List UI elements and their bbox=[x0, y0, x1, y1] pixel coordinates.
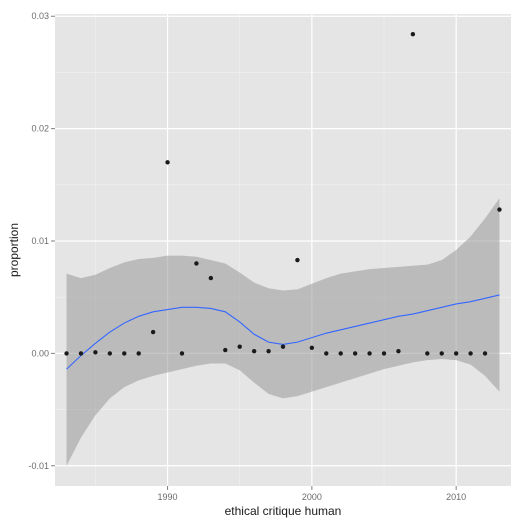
smooth-line-layer bbox=[66, 294, 500, 370]
data-point bbox=[453, 351, 459, 356]
y-tick-label: 0.01 bbox=[31, 236, 49, 246]
data-point bbox=[208, 275, 214, 281]
data-point bbox=[439, 351, 444, 356]
data-point bbox=[107, 351, 113, 356]
x-tick-label: 2010 bbox=[446, 492, 466, 502]
data-point bbox=[497, 207, 502, 212]
data-point bbox=[237, 344, 242, 349]
x-axis-title: ethical critique human bbox=[225, 504, 342, 518]
plot-panel bbox=[55, 14, 511, 486]
data-point bbox=[324, 351, 329, 356]
data-point bbox=[410, 32, 416, 37]
data-point bbox=[251, 348, 257, 354]
data-point bbox=[425, 351, 430, 356]
y-tick-label: 0.03 bbox=[31, 11, 49, 21]
x-tick-label: 2000 bbox=[302, 492, 322, 502]
y-tick-label: 0.02 bbox=[31, 124, 49, 134]
y-axis-title: proportion bbox=[7, 223, 21, 277]
data-points bbox=[64, 32, 502, 356]
y-axis-ticks: -0.01 0.00 0.01 0.02 0.03 bbox=[28, 11, 55, 471]
data-point bbox=[194, 261, 199, 266]
data-point bbox=[295, 257, 300, 263]
confidence-band bbox=[66, 198, 500, 466]
data-point bbox=[367, 351, 372, 356]
data-point bbox=[381, 351, 387, 356]
data-point bbox=[266, 348, 271, 354]
data-point bbox=[309, 345, 315, 350]
data-point bbox=[223, 347, 228, 353]
smooth-trend-line bbox=[66, 294, 500, 370]
data-point bbox=[338, 351, 343, 356]
data-point bbox=[165, 160, 170, 165]
y-tick-label: 0.00 bbox=[31, 348, 49, 358]
x-axis-ticks: 1990 2000 2010 bbox=[158, 486, 466, 502]
data-point bbox=[93, 350, 98, 355]
x-tick-label: 1990 bbox=[158, 492, 178, 502]
data-point bbox=[482, 351, 488, 356]
data-point bbox=[396, 348, 401, 354]
data-point bbox=[136, 351, 141, 356]
data-point bbox=[64, 351, 69, 356]
data-point bbox=[468, 351, 473, 356]
data-point bbox=[352, 351, 358, 356]
data-point bbox=[78, 351, 84, 356]
y-tick-label: -0.01 bbox=[28, 461, 49, 471]
data-point bbox=[280, 344, 286, 349]
data-point bbox=[179, 351, 185, 356]
data-point bbox=[122, 351, 127, 356]
data-point bbox=[150, 329, 156, 335]
confidence-band-layer bbox=[66, 198, 500, 466]
